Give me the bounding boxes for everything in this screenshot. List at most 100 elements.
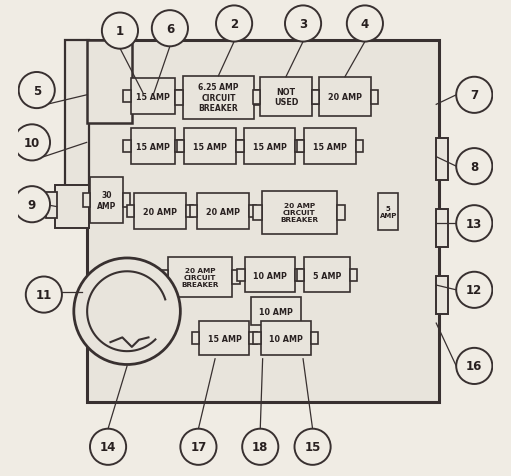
Text: 20 AMP: 20 AMP	[206, 208, 240, 217]
Text: 30
AMP: 30 AMP	[98, 191, 117, 210]
Text: 8: 8	[470, 160, 478, 173]
Text: 15 AMP: 15 AMP	[193, 142, 227, 151]
Text: 6.25 AMP
CIRCUIT
BREAKER: 6.25 AMP CIRCUIT BREAKER	[198, 83, 239, 113]
Bar	[253, 333, 261, 345]
Bar	[190, 206, 197, 218]
Bar	[197, 194, 249, 229]
Circle shape	[242, 429, 278, 465]
Bar	[251, 298, 300, 326]
Bar	[83, 194, 90, 208]
Bar	[175, 90, 183, 106]
Bar	[312, 91, 319, 104]
Bar	[262, 191, 337, 234]
Bar	[261, 321, 311, 356]
Text: 2: 2	[230, 18, 238, 31]
Circle shape	[456, 78, 493, 114]
Bar	[131, 79, 175, 115]
Bar	[131, 129, 175, 164]
Bar	[175, 140, 182, 153]
Text: 10: 10	[24, 137, 40, 149]
Circle shape	[14, 187, 50, 223]
Bar	[249, 333, 257, 345]
Text: 15 AMP: 15 AMP	[207, 334, 242, 343]
Bar	[252, 91, 260, 104]
Circle shape	[456, 206, 493, 242]
Bar	[199, 321, 249, 356]
Bar	[337, 205, 345, 220]
Text: 11: 11	[36, 288, 52, 301]
Bar	[87, 41, 132, 124]
Circle shape	[456, 348, 493, 384]
Bar	[236, 140, 243, 153]
Text: 20 AMP
CIRCUIT
BREAKER: 20 AMP CIRCUIT BREAKER	[280, 203, 318, 223]
Text: 5 AMP: 5 AMP	[313, 271, 341, 280]
Bar	[184, 129, 236, 164]
Circle shape	[102, 13, 138, 50]
Bar	[378, 194, 398, 231]
Bar	[175, 90, 182, 103]
Text: 10 AMP: 10 AMP	[253, 271, 287, 280]
Text: 9: 9	[28, 198, 36, 211]
Bar	[370, 91, 378, 104]
Bar	[231, 270, 240, 284]
Bar	[305, 129, 356, 164]
Bar	[123, 194, 130, 208]
Text: 20 AMP
CIRCUIT
BREAKER: 20 AMP CIRCUIT BREAKER	[181, 268, 219, 288]
Circle shape	[347, 6, 383, 42]
Bar	[312, 91, 319, 104]
Text: 20 AMP: 20 AMP	[143, 208, 177, 217]
Bar	[183, 77, 253, 119]
Bar	[436, 276, 448, 314]
Text: 15 AMP: 15 AMP	[136, 92, 170, 101]
Text: 13: 13	[466, 217, 482, 230]
Bar	[123, 140, 131, 153]
Circle shape	[216, 6, 252, 42]
Bar	[244, 129, 295, 164]
Text: 5: 5	[33, 84, 41, 98]
Bar	[305, 258, 350, 293]
Bar	[350, 269, 357, 281]
Bar	[245, 258, 294, 293]
Circle shape	[18, 73, 55, 109]
Circle shape	[294, 429, 331, 465]
Text: 3: 3	[299, 18, 307, 31]
Bar	[123, 90, 131, 103]
Text: 15 AMP: 15 AMP	[136, 142, 170, 151]
Text: 1: 1	[116, 25, 124, 38]
Bar	[297, 269, 305, 281]
Circle shape	[26, 277, 62, 313]
Bar	[436, 139, 448, 181]
Bar	[185, 206, 193, 218]
Bar	[237, 269, 245, 281]
Bar	[90, 177, 123, 224]
Bar	[65, 41, 89, 200]
Circle shape	[152, 11, 188, 47]
Text: 15 AMP: 15 AMP	[313, 142, 347, 151]
Bar	[127, 206, 134, 218]
Text: 6: 6	[166, 23, 174, 36]
Circle shape	[456, 149, 493, 185]
Text: 5
AMP: 5 AMP	[380, 206, 397, 219]
Text: 10 AMP: 10 AMP	[269, 334, 303, 343]
Text: 15 AMP: 15 AMP	[253, 142, 287, 151]
Bar	[260, 78, 312, 117]
Bar	[311, 333, 318, 345]
Bar	[192, 333, 199, 345]
Bar	[55, 186, 89, 228]
Text: 7: 7	[470, 89, 478, 102]
Bar	[46, 193, 57, 219]
Circle shape	[456, 272, 493, 308]
Text: 4: 4	[361, 18, 369, 31]
Text: 15: 15	[305, 440, 321, 453]
Text: NOT
USED: NOT USED	[274, 88, 298, 107]
Bar	[253, 90, 262, 106]
Text: 10 AMP: 10 AMP	[259, 307, 293, 316]
Bar	[253, 205, 262, 220]
Bar	[159, 270, 168, 284]
Bar	[87, 41, 438, 402]
Text: 12: 12	[466, 284, 482, 297]
Bar	[176, 140, 184, 153]
Bar	[249, 206, 257, 218]
Bar	[294, 269, 302, 281]
Bar	[295, 140, 303, 153]
